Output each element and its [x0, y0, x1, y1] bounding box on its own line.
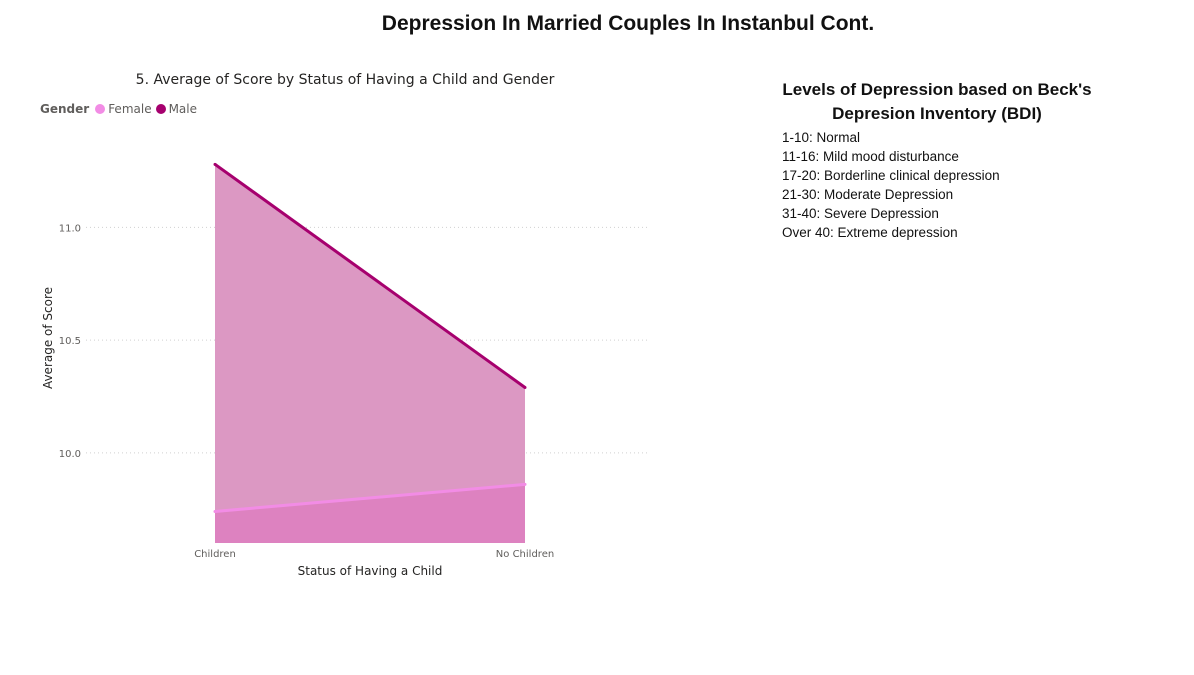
legend-dot-female — [95, 104, 106, 114]
area-female[interactable] — [215, 484, 525, 543]
bdi-level-item: 1-10: Normal — [782, 130, 861, 145]
point-female[interactable] — [213, 509, 217, 513]
bdi-info-title-line2: Depresion Inventory (BDI) — [832, 104, 1042, 123]
y-axis-ticks: 10.0 10.5 11.0 — [59, 223, 81, 459]
legend-title: Gender — [40, 102, 90, 116]
series-areas — [215, 164, 525, 543]
legend-label-male: Male — [168, 102, 198, 116]
area-male[interactable] — [215, 164, 525, 543]
point-male[interactable] — [213, 162, 217, 166]
bdi-levels-list: 1-10: Normal 11-16: Mild mood disturbanc… — [782, 128, 1092, 242]
point-female[interactable] — [523, 482, 527, 486]
x-axis-title: Status of Having a Child — [298, 564, 443, 578]
legend-item-male[interactable]: Male — [155, 102, 198, 116]
line-female[interactable] — [214, 482, 526, 513]
chart-legend: Gender Female Male — [40, 102, 201, 116]
bdi-info-title: Levels of Depression based on Beck's Dep… — [782, 78, 1092, 126]
chart-plot-area: 10.0 10.5 11.0 Children No Children Average… — [41, 162, 650, 578]
point-male[interactable] — [523, 385, 527, 389]
bdi-level-item: Over 40: Extreme depression — [782, 225, 958, 240]
bdi-level-item: 11-16: Mild mood disturbance — [782, 149, 959, 164]
bdi-level-item: 17-20: Borderline clinical depression — [782, 168, 1000, 183]
y-tick-label: 11.0 — [59, 223, 81, 234]
y-tick-label: 10.0 — [59, 449, 81, 460]
x-axis-ticks: Children No Children — [194, 549, 554, 560]
y-tick-label: 10.5 — [59, 336, 81, 347]
x-tick-label: Children — [194, 549, 236, 560]
line-male[interactable] — [214, 163, 526, 389]
y-axis-title: Average of Score — [41, 287, 55, 389]
bdi-info-box: Levels of Depression based on Beck's Dep… — [782, 78, 1092, 242]
bdi-level-item: 21-30: Moderate Depression — [782, 187, 954, 202]
legend-label-female: Female — [108, 102, 152, 116]
series-lines — [213, 162, 527, 513]
legend-item-female[interactable]: Female — [95, 102, 152, 116]
legend-dot-male — [155, 104, 166, 114]
page-title: Depression In Married Couples In Instanb… — [381, 12, 875, 35]
area-chart-visual[interactable]: 5. Average of Score by Status of Having … — [30, 66, 670, 596]
bdi-level-item: 31-40: Severe Depression — [782, 206, 939, 221]
bdi-info-title-line1: Levels of Depression based on Beck's — [782, 80, 1092, 99]
x-tick-label: No Children — [496, 549, 554, 560]
chart-title: 5. Average of Score by Status of Having … — [135, 72, 555, 88]
